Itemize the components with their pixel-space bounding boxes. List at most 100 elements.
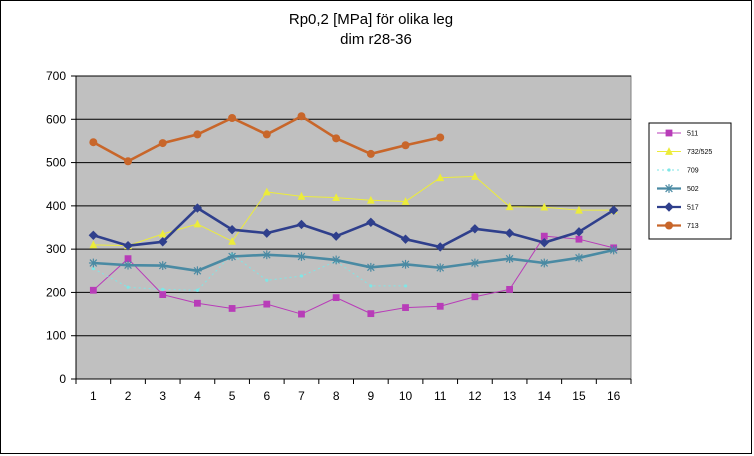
series-713 [89, 112, 445, 166]
legend-marker-511 [665, 129, 673, 137]
x-tick-label-1: 1 [90, 389, 97, 403]
x-tick-label-11: 11 [434, 389, 447, 403]
x-tick-label-2: 2 [125, 389, 132, 403]
y-tick-label-100: 100 [46, 329, 66, 343]
legend-label-732-525: 732/525 [687, 149, 712, 156]
x-tick-label-14: 14 [538, 389, 552, 403]
point-713-10 [401, 141, 410, 150]
y-tick-label-200: 200 [46, 285, 66, 299]
point-517-15 [574, 227, 584, 237]
series-732-525 [89, 172, 618, 250]
x-tick-label-16: 16 [607, 389, 621, 403]
point-713-9 [366, 149, 375, 158]
point-713-1 [89, 138, 98, 147]
point-511-10 [402, 304, 409, 311]
legend: 511 732/525 709 502 517 713 [648, 122, 732, 240]
point-511-4 [194, 299, 201, 307]
point-713-11 [436, 133, 445, 142]
point-517-9 [366, 217, 376, 228]
x-tick-label-3: 3 [159, 389, 166, 403]
point-502-8 [331, 255, 341, 265]
point-709-6 [265, 278, 269, 282]
point-502-10 [401, 259, 410, 269]
point-732-525-8 [332, 193, 341, 202]
legend-label-709: 709 [687, 168, 699, 175]
x-tick-label-10: 10 [399, 389, 413, 403]
point-502-14 [539, 258, 549, 268]
point-713-7 [297, 112, 306, 121]
y-tick-label-700: 700 [46, 69, 66, 83]
legend-marker-713 [665, 221, 673, 230]
point-502-9 [366, 262, 376, 272]
point-517-6 [262, 228, 272, 238]
point-502-16 [609, 245, 619, 255]
point-517-10 [400, 234, 411, 244]
point-511-11 [436, 302, 444, 310]
legend-label-502: 502 [687, 186, 699, 193]
legend-marker-732-525 [665, 147, 673, 155]
point-517-14 [539, 237, 549, 248]
point-511-2 [124, 255, 132, 263]
y-tick-label-300: 300 [46, 242, 66, 256]
legend-box [648, 122, 732, 240]
point-502-1 [88, 258, 98, 268]
point-517-12 [470, 224, 480, 234]
x-tick-label-15: 15 [572, 389, 586, 403]
point-517-16 [608, 205, 619, 215]
point-517-4 [192, 203, 203, 213]
y-tick-label-600: 600 [46, 112, 66, 126]
point-511-15 [575, 235, 583, 243]
x-tick-label-9: 9 [368, 389, 375, 403]
point-732-525-5 [228, 236, 236, 245]
point-709-9 [369, 284, 373, 288]
x-tick-label-8: 8 [333, 389, 340, 403]
point-511-12 [471, 293, 479, 301]
series-517 [88, 203, 619, 252]
point-511-13 [506, 285, 513, 293]
point-511-5 [228, 305, 236, 312]
point-517-11 [435, 242, 445, 252]
point-732-525-1 [89, 240, 98, 249]
legend-marker-517 [664, 202, 674, 212]
point-709-4 [195, 288, 200, 292]
point-732-525-15 [575, 205, 583, 214]
point-511-1 [89, 286, 97, 294]
x-tick-label-5: 5 [229, 389, 236, 403]
series-502 [88, 245, 619, 276]
series-line-517 [92, 206, 615, 249]
x-tick-label-13: 13 [503, 389, 517, 403]
plot-background [75, 75, 632, 380]
series-line-502 [93, 248, 614, 273]
point-517-1 [88, 230, 99, 240]
point-502-13 [505, 254, 514, 264]
point-502-2 [123, 260, 133, 270]
y-tick-label-500: 500 [46, 156, 66, 170]
point-511-14 [540, 232, 548, 240]
point-517-8 [331, 231, 341, 241]
point-732-525-6 [262, 187, 271, 196]
point-517-5 [227, 224, 237, 235]
point-709-3 [161, 287, 165, 291]
y-tick-label-400: 400 [46, 199, 66, 213]
legend-label-511: 511 [687, 131, 698, 138]
point-709-10 [403, 284, 408, 288]
point-517-7 [296, 219, 307, 230]
point-713-5 [228, 113, 237, 122]
point-709-1 [91, 267, 95, 271]
point-511-9 [367, 310, 375, 318]
point-502-4 [193, 266, 202, 276]
point-713-6 [262, 130, 271, 139]
point-511-7 [298, 310, 305, 318]
series-line-511 [93, 235, 614, 315]
point-511-3 [159, 291, 167, 298]
point-732-525-3 [158, 229, 167, 238]
point-713-8 [332, 134, 341, 143]
point-732-525-13 [505, 202, 514, 211]
point-502-6 [262, 250, 272, 260]
point-502-7 [297, 252, 306, 261]
point-517-13 [504, 228, 515, 238]
legend-marker-709 [667, 168, 671, 172]
